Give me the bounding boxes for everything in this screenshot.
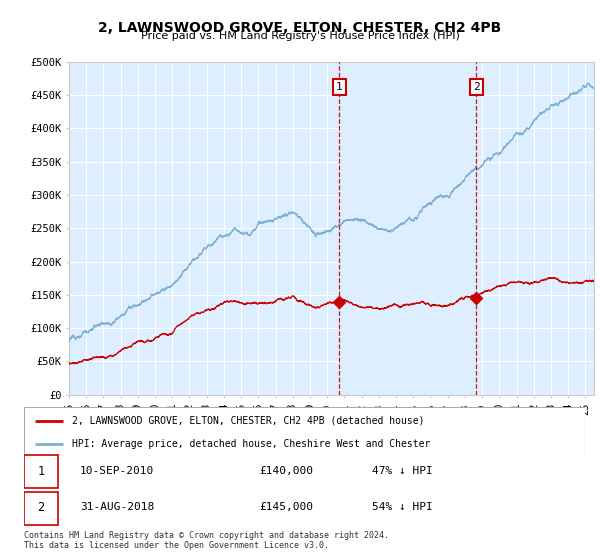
Text: 31-AUG-2018: 31-AUG-2018: [80, 502, 154, 512]
Text: 1: 1: [336, 82, 343, 92]
Text: 1: 1: [37, 465, 44, 478]
Text: 10-SEP-2010: 10-SEP-2010: [80, 466, 154, 476]
Bar: [339, 62, 476, 395]
Text: 2: 2: [37, 501, 44, 514]
Text: £140,000: £140,000: [260, 466, 314, 476]
Text: 2, LAWNSWOOD GROVE, ELTON, CHESTER, CH2 4PB: 2, LAWNSWOOD GROVE, ELTON, CHESTER, CH2 …: [98, 21, 502, 35]
Bar: [24, 492, 58, 525]
Text: Contains HM Land Registry data © Crown copyright and database right 2024.
This d: Contains HM Land Registry data © Crown c…: [24, 531, 389, 550]
Text: HPI: Average price, detached house, Cheshire West and Chester: HPI: Average price, detached house, Ches…: [71, 439, 430, 449]
Text: Price paid vs. HM Land Registry's House Price Index (HPI): Price paid vs. HM Land Registry's House …: [140, 31, 460, 41]
Text: 2: 2: [473, 82, 480, 92]
Text: 54% ↓ HPI: 54% ↓ HPI: [372, 502, 433, 512]
Text: 2, LAWNSWOOD GROVE, ELTON, CHESTER, CH2 4PB (detached house): 2, LAWNSWOOD GROVE, ELTON, CHESTER, CH2 …: [71, 416, 424, 426]
Bar: [24, 455, 58, 488]
Text: 47% ↓ HPI: 47% ↓ HPI: [372, 466, 433, 476]
Text: £145,000: £145,000: [260, 502, 314, 512]
